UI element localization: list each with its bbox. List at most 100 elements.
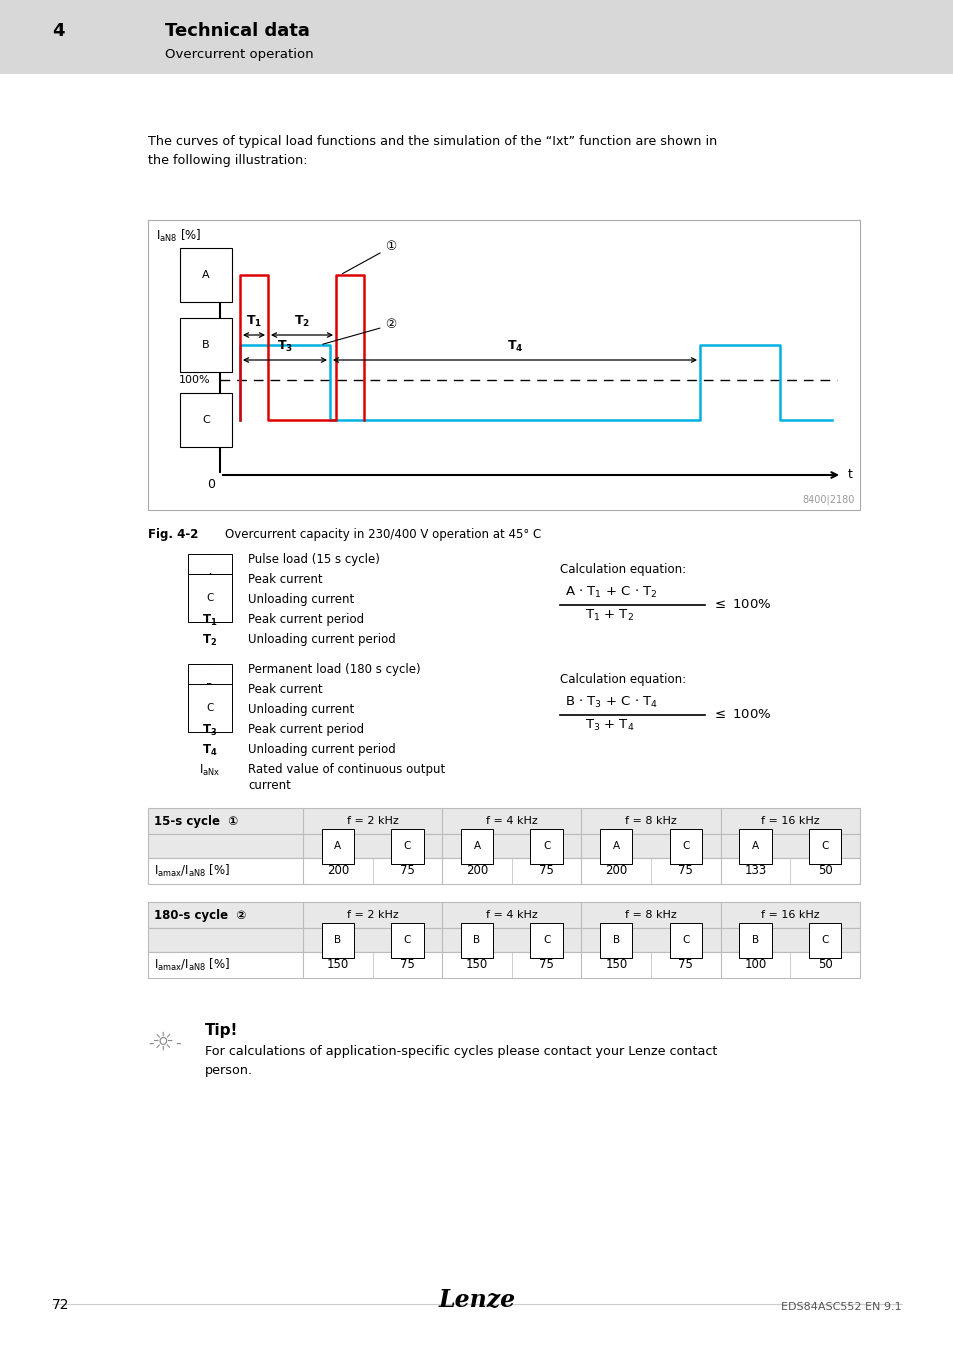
Text: For calculations of application-specific cycles please contact your Lenze contac: For calculations of application-specific… xyxy=(205,1045,717,1077)
Text: f = 2 kHz: f = 2 kHz xyxy=(346,815,398,826)
Text: T$_1$ + T$_2$: T$_1$ + T$_2$ xyxy=(584,608,634,624)
Text: Overcurrent capacity in 230/400 V operation at 45° C: Overcurrent capacity in 230/400 V operat… xyxy=(225,528,540,541)
Text: Peak current period: Peak current period xyxy=(248,613,364,626)
Text: T$_3$ + T$_4$: T$_3$ + T$_4$ xyxy=(584,718,634,733)
Text: B: B xyxy=(473,936,480,945)
Text: Lenze: Lenze xyxy=(438,1288,515,1312)
Text: f = 16 kHz: f = 16 kHz xyxy=(760,815,819,826)
Text: C: C xyxy=(542,936,550,945)
Text: 72: 72 xyxy=(52,1297,70,1312)
Text: t: t xyxy=(847,468,852,482)
Text: Rated value of continuous output: Rated value of continuous output xyxy=(248,763,445,776)
Text: f = 16 kHz: f = 16 kHz xyxy=(760,910,819,919)
Text: $\mathbf{T_1}$: $\mathbf{T_1}$ xyxy=(202,613,217,628)
Text: Peak current: Peak current xyxy=(248,683,322,697)
Bar xyxy=(148,902,859,927)
Text: I$_{\mathsf{amax}}$/I$_{\mathsf{aN8}}$ [%]: I$_{\mathsf{amax}}$/I$_{\mathsf{aN8}}$ [… xyxy=(153,863,230,879)
Text: 75: 75 xyxy=(678,958,693,972)
Text: 100%: 100% xyxy=(178,375,210,385)
Text: 75: 75 xyxy=(399,864,415,878)
Bar xyxy=(148,220,859,510)
Text: 15-s cycle  ①: 15-s cycle ① xyxy=(153,814,238,828)
Text: A $\cdot$ T$_1$ + C $\cdot$ T$_2$: A $\cdot$ T$_1$ + C $\cdot$ T$_2$ xyxy=(564,585,657,601)
Text: A: A xyxy=(612,841,619,850)
Bar xyxy=(148,834,859,859)
Text: 180-s cycle  ②: 180-s cycle ② xyxy=(153,909,246,922)
Text: 8400|2180: 8400|2180 xyxy=(801,494,854,505)
Text: 200: 200 xyxy=(465,864,488,878)
Text: 200: 200 xyxy=(604,864,627,878)
Text: B $\cdot$ T$_3$ + C $\cdot$ T$_4$: B $\cdot$ T$_3$ + C $\cdot$ T$_4$ xyxy=(564,695,658,710)
Text: Overcurrent operation: Overcurrent operation xyxy=(165,49,314,61)
Text: Calculation equation:: Calculation equation: xyxy=(559,563,685,576)
Bar xyxy=(0,0,953,76)
Text: Unloading current period: Unloading current period xyxy=(248,743,395,756)
Bar xyxy=(148,859,859,884)
Text: Pulse load (15 s cycle): Pulse load (15 s cycle) xyxy=(248,554,379,566)
Text: B: B xyxy=(206,683,213,693)
Text: $\mathbf{T_2}$: $\mathbf{T_2}$ xyxy=(294,315,310,329)
Text: C: C xyxy=(403,936,411,945)
Text: Permanent load (180 s cycle): Permanent load (180 s cycle) xyxy=(248,663,420,676)
Text: C: C xyxy=(821,841,828,850)
Text: A: A xyxy=(202,270,210,279)
Text: C: C xyxy=(821,936,828,945)
Text: Technical data: Technical data xyxy=(165,22,310,40)
Text: 0: 0 xyxy=(207,478,214,491)
Text: 4: 4 xyxy=(52,22,65,40)
Text: $\leq$ 100%: $\leq$ 100% xyxy=(711,598,771,610)
Bar xyxy=(148,809,859,834)
Text: C: C xyxy=(681,936,689,945)
Text: C: C xyxy=(681,841,689,850)
Text: ②: ② xyxy=(205,663,215,676)
Text: ①: ① xyxy=(205,554,215,566)
Text: 50: 50 xyxy=(817,864,832,878)
Text: $\mathbf{T_4}$: $\mathbf{T_4}$ xyxy=(506,339,522,354)
Text: B: B xyxy=(334,936,341,945)
Text: 75: 75 xyxy=(678,864,693,878)
Text: I$_{\mathsf{aNx}}$: I$_{\mathsf{aNx}}$ xyxy=(199,763,220,778)
Text: I$_{\mathsf{aN8}}$ [%]: I$_{\mathsf{aN8}}$ [%] xyxy=(156,228,201,244)
Text: I$_{\mathsf{amax}}$/I$_{\mathsf{aN8}}$ [%]: I$_{\mathsf{amax}}$/I$_{\mathsf{aN8}}$ [… xyxy=(153,957,230,973)
Bar xyxy=(148,927,859,952)
Text: C: C xyxy=(206,703,213,713)
Text: f = 4 kHz: f = 4 kHz xyxy=(485,815,537,826)
Text: C: C xyxy=(403,841,411,850)
Text: 100: 100 xyxy=(743,958,766,972)
Bar xyxy=(148,952,859,977)
Text: EDS84ASC552 EN 9.1: EDS84ASC552 EN 9.1 xyxy=(781,1301,901,1312)
Text: $\mathbf{T_3}$: $\mathbf{T_3}$ xyxy=(276,339,293,354)
Text: $\mathbf{T_4}$: $\mathbf{T_4}$ xyxy=(202,743,217,759)
Bar xyxy=(148,809,859,834)
Text: 150: 150 xyxy=(326,958,349,972)
Text: C: C xyxy=(542,841,550,850)
Text: A: A xyxy=(206,572,213,583)
Bar xyxy=(148,834,859,859)
Text: f = 4 kHz: f = 4 kHz xyxy=(485,910,537,919)
Text: Peak current period: Peak current period xyxy=(248,724,364,736)
Text: f = 8 kHz: f = 8 kHz xyxy=(624,910,677,919)
Text: ☼: ☼ xyxy=(152,1031,174,1054)
Text: 75: 75 xyxy=(538,864,554,878)
Text: The curves of typical load functions and the simulation of the “Ixt” function ar: The curves of typical load functions and… xyxy=(148,135,717,167)
Text: $\leq$ 100%: $\leq$ 100% xyxy=(711,707,771,721)
Text: B: B xyxy=(612,936,619,945)
Text: $\mathbf{T_3}$: $\mathbf{T_3}$ xyxy=(202,724,217,738)
Text: Tip!: Tip! xyxy=(205,1023,238,1038)
Text: Unloading current period: Unloading current period xyxy=(248,633,395,647)
Bar xyxy=(148,902,859,927)
Text: 50: 50 xyxy=(817,958,832,972)
Text: B: B xyxy=(751,936,759,945)
Text: current: current xyxy=(248,779,291,792)
Text: ②: ② xyxy=(322,319,396,344)
Text: f = 2 kHz: f = 2 kHz xyxy=(346,910,398,919)
Bar xyxy=(148,927,859,952)
Text: -: - xyxy=(148,1035,153,1050)
Text: 200: 200 xyxy=(326,864,349,878)
Text: f = 8 kHz: f = 8 kHz xyxy=(624,815,677,826)
Text: A: A xyxy=(334,841,341,850)
Text: A: A xyxy=(751,841,759,850)
Text: Fig. 4-2: Fig. 4-2 xyxy=(148,528,198,541)
Text: B: B xyxy=(202,340,210,350)
Text: 133: 133 xyxy=(743,864,766,878)
